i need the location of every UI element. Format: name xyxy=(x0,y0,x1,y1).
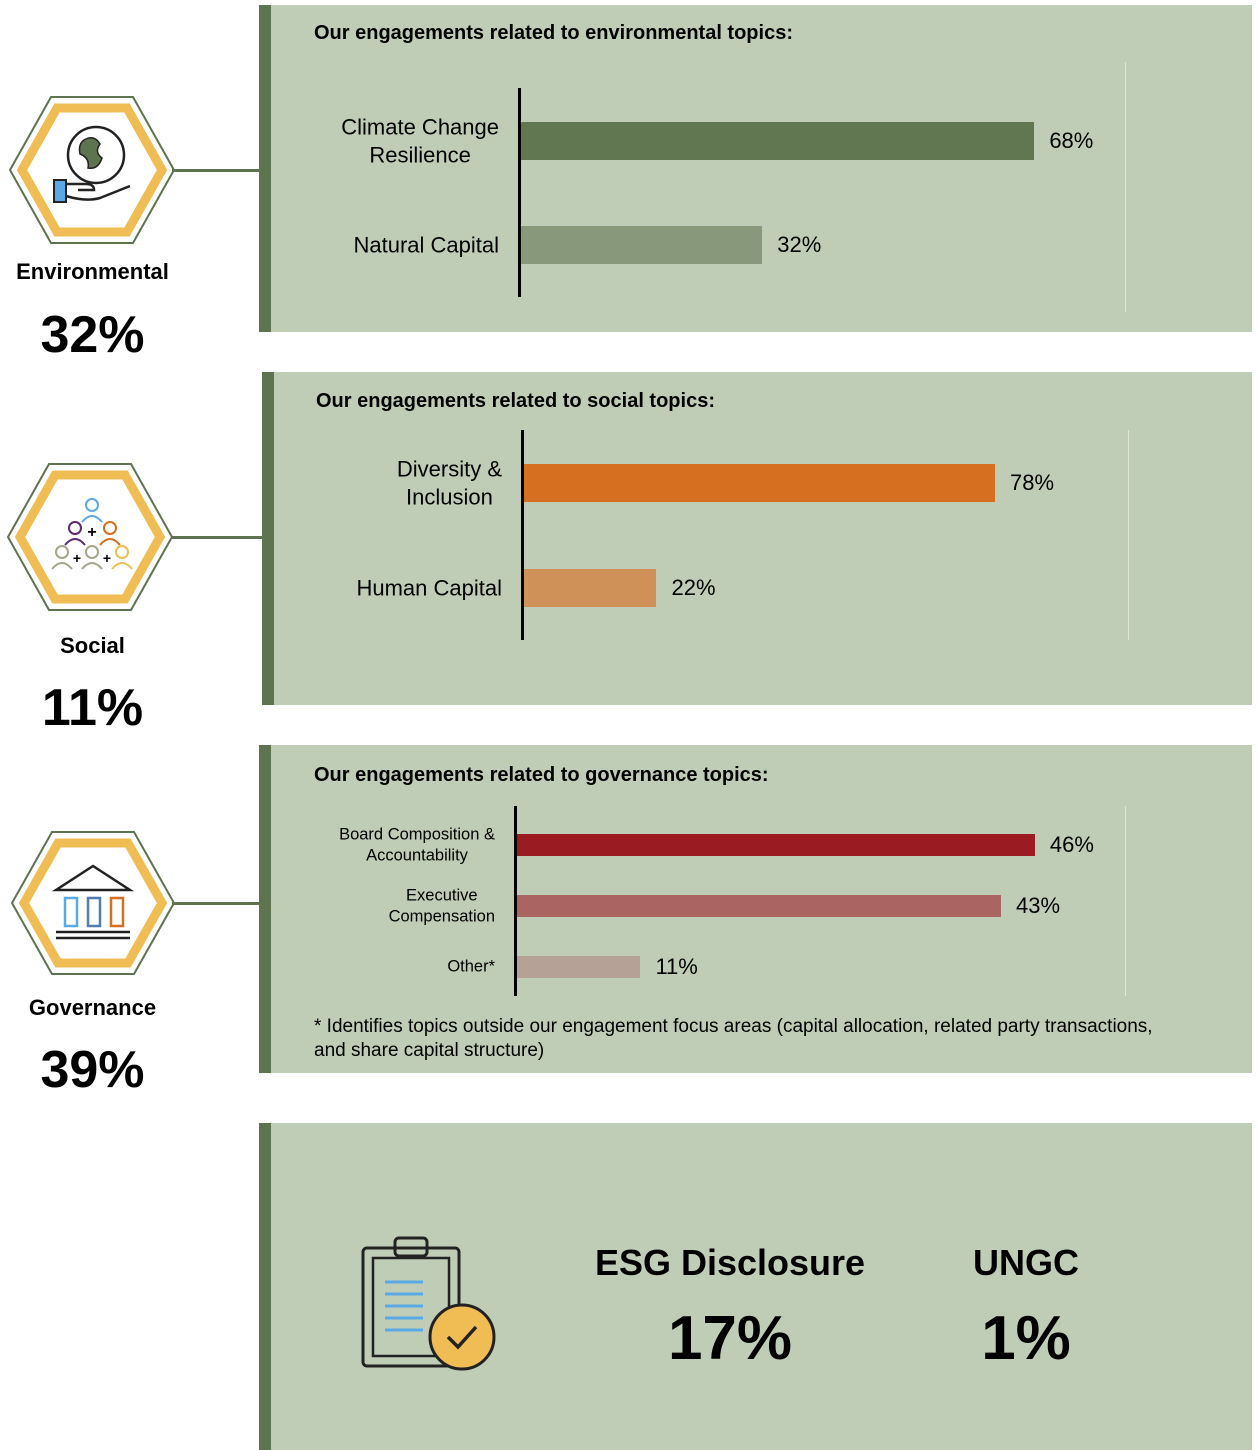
value-label: 11% xyxy=(655,954,698,979)
hexagon xyxy=(8,96,176,244)
connector xyxy=(172,902,260,905)
category-label: Human Capital xyxy=(356,575,502,601)
category-label: Executive Compensation xyxy=(388,886,495,925)
bar xyxy=(520,122,1035,160)
pillar-label: Environmental xyxy=(16,259,169,284)
metric-label: ESG Disclosure xyxy=(594,1242,866,1283)
bar xyxy=(516,956,641,978)
pillar-share: 39% xyxy=(40,1041,145,1099)
chart-title: Our engagements related to governance to… xyxy=(314,764,769,786)
value-label: 68% xyxy=(1049,128,1094,153)
hexagon xyxy=(10,831,176,975)
svg-text:+: + xyxy=(103,550,111,566)
axis-end-line xyxy=(1128,430,1129,640)
panel xyxy=(259,5,1252,332)
metric-value: 17% xyxy=(667,1304,793,1373)
value-label: 32% xyxy=(777,232,822,257)
pillar-label: Social xyxy=(60,633,125,658)
svg-text:+: + xyxy=(73,550,81,566)
pillar-label: Governance xyxy=(28,995,157,1020)
hexagon-icons: + + + xyxy=(6,96,176,975)
bar xyxy=(523,464,995,502)
axis-line xyxy=(517,88,521,297)
category-label: Diversity & Inclusion xyxy=(396,456,502,510)
chart-title: Our engagements related to environmental… xyxy=(314,22,793,44)
axis-end-line xyxy=(1125,806,1126,996)
metric-label: UNGC xyxy=(973,1242,1079,1283)
connector xyxy=(172,169,260,172)
bar xyxy=(520,226,763,264)
axis-line xyxy=(520,430,524,640)
connector xyxy=(172,536,264,539)
axis-end-line xyxy=(1125,62,1126,312)
value-label: 46% xyxy=(1049,832,1094,857)
category-label: Natural Capital xyxy=(353,232,499,258)
bar xyxy=(516,895,1002,917)
pillar-share: 32% xyxy=(40,306,145,364)
value-label: 43% xyxy=(1016,893,1061,918)
clipboard-icon xyxy=(361,1236,496,1371)
axis-line xyxy=(513,806,517,996)
value-label: 78% xyxy=(1010,470,1055,495)
bar xyxy=(516,834,1035,856)
bar xyxy=(523,569,657,607)
category-label: Climate Change Resilience xyxy=(341,114,499,168)
category-label: Other* xyxy=(447,957,495,976)
footnote: * Identifies topics outside our engageme… xyxy=(314,1016,1153,1061)
value-label: 22% xyxy=(671,575,716,600)
panel xyxy=(262,372,1252,705)
panel xyxy=(259,1123,1252,1450)
hexagon: + + + xyxy=(6,463,174,611)
category-label: Board Composition & Accountability xyxy=(339,825,495,864)
pillar-share: 11% xyxy=(41,679,144,737)
svg-text:+: + xyxy=(87,524,96,541)
chart-title: Our engagements related to social topics… xyxy=(316,390,715,412)
metric-value: 1% xyxy=(981,1304,1071,1373)
